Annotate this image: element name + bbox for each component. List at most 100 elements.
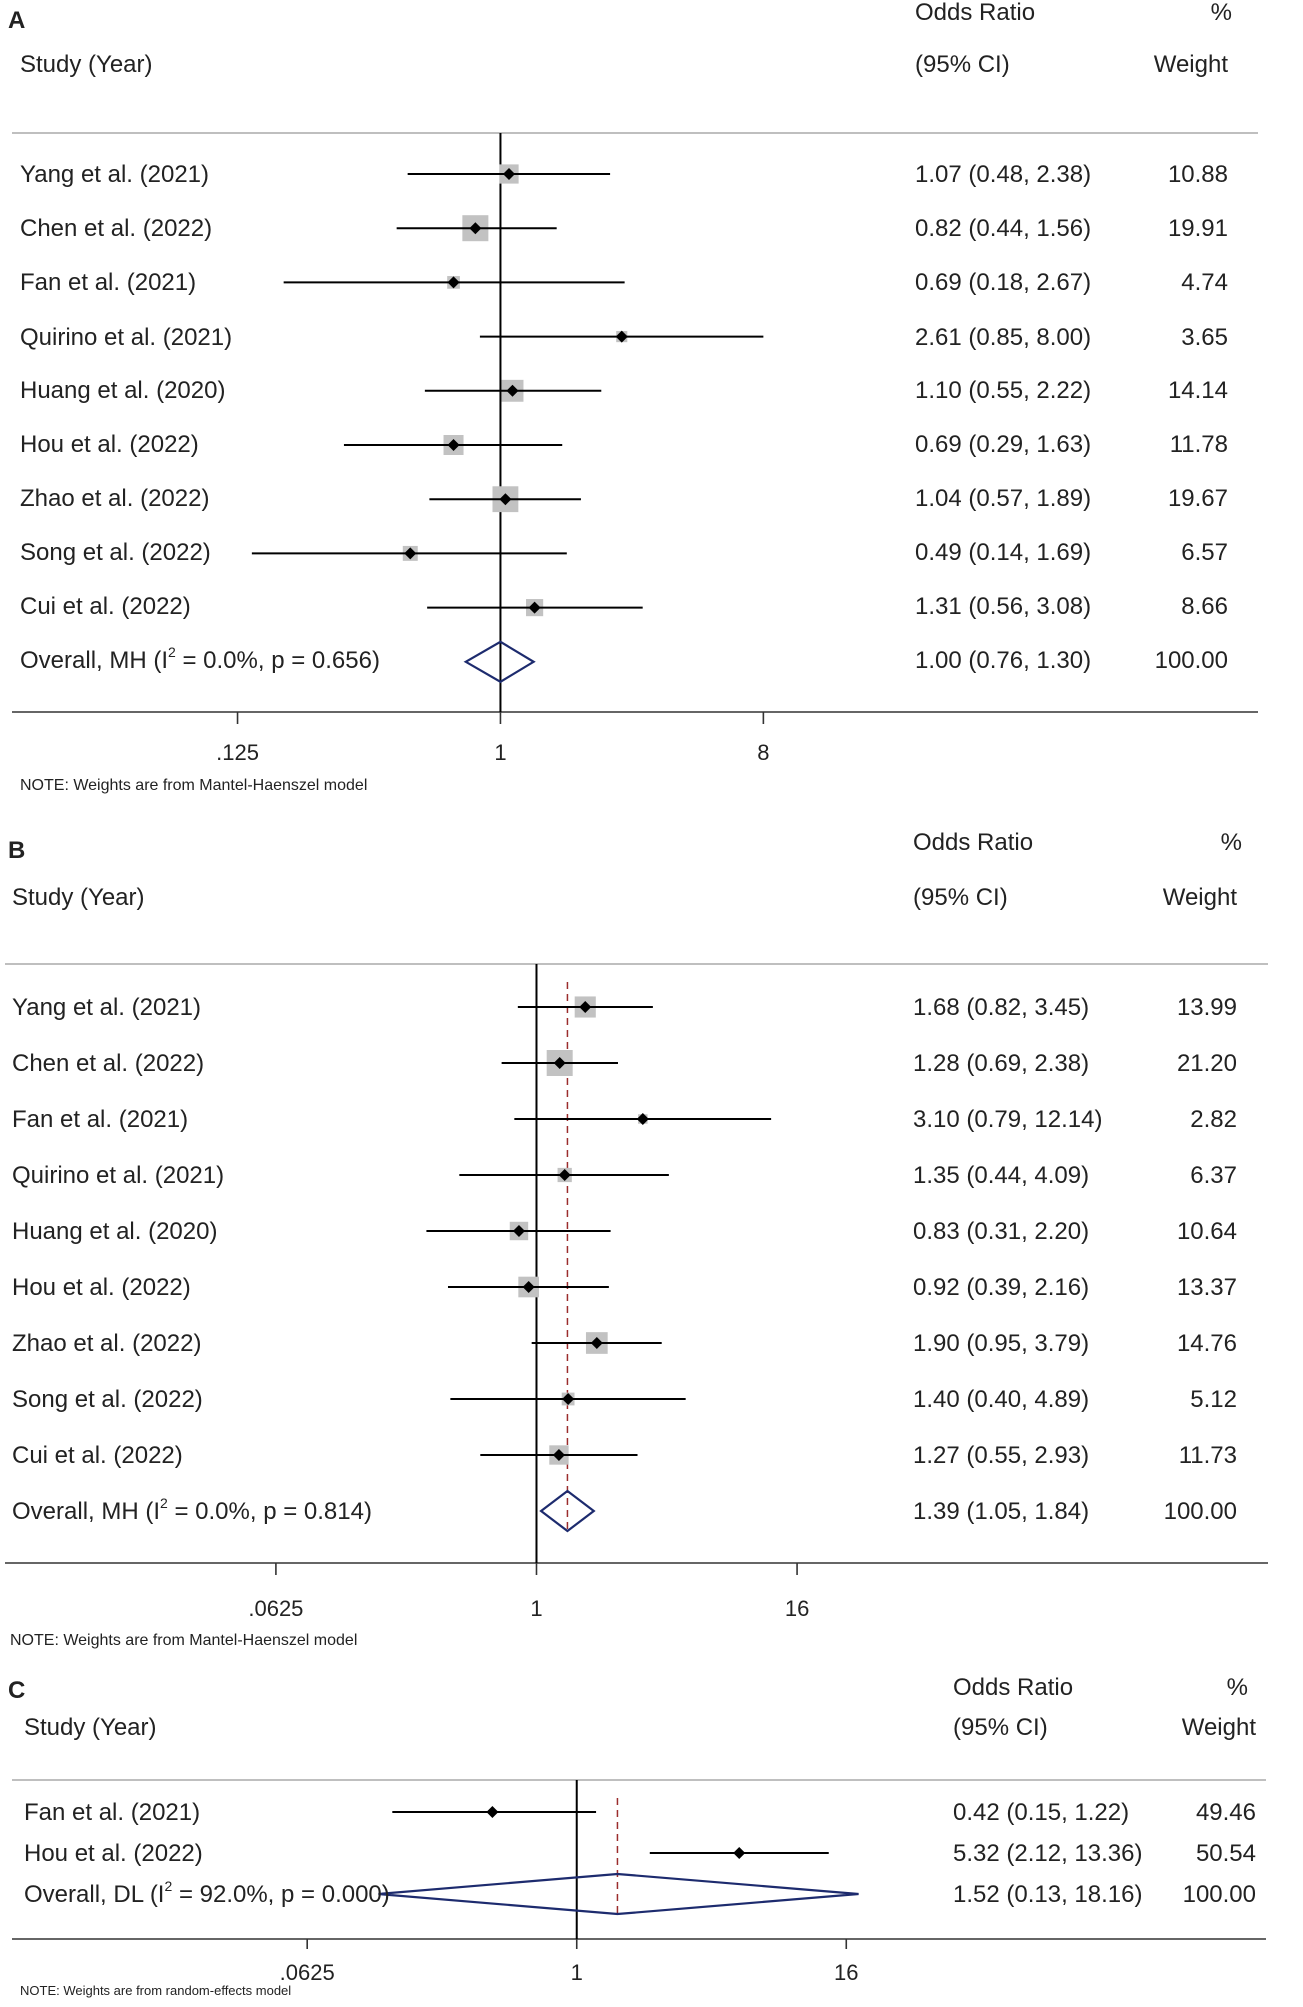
panel-a-ci-value: 1.31 (0.56, 3.08) [915,593,1091,620]
panel-b-study-label: Quirino et al. (2021) [12,1162,224,1189]
panel-b-point-estimate [558,1169,571,1181]
panel-b: B Study (Year) Odds Ratio (95% CI) % Wei… [5,829,1268,1649]
panel-b-ci-value: 1.35 (0.44, 4.09) [913,1162,1089,1189]
panel-b-ci-value: 1.68 (0.82, 3.45) [913,994,1089,1021]
panel-b-weight-value: 21.20 [1177,1050,1237,1077]
panel-a-study-label: Yang et al. (2021) [20,161,209,188]
panel-c-effect-header-1: Odds Ratio [953,1674,1073,1701]
panel-b-letter: B [8,837,25,864]
panel-b-ci-value: 0.83 (0.31, 2.20) [913,1218,1089,1245]
panel-a-effect-header-2: (95% CI) [915,51,1010,78]
panel-a-point-estimate [506,384,519,397]
panel-a-weight-value: 8.66 [1181,593,1228,620]
panel-b-study-label: Zhao et al. (2022) [12,1330,201,1357]
panel-a-weight-value: 3.65 [1181,324,1228,351]
panel-b-weight-value: 13.99 [1177,994,1237,1021]
panel-a-x-tick-label: 1 [494,740,506,765]
panel-c-letter: C [8,1677,25,1704]
panel-a-point-estimate [615,330,628,343]
panel-a-overall-weight-value: 100.00 [1155,647,1228,674]
panel-b-ci-value: 3.10 (0.79, 12.14) [913,1106,1102,1133]
panel-b-point-estimate [553,1057,566,1069]
panel-b-overall-weight-value: 100.00 [1164,1498,1237,1525]
panel-a-study-label: Huang et al. (2020) [20,377,225,404]
panel-b-study-label: Yang et al. (2021) [12,994,201,1021]
panel-a-weight-value: 19.91 [1168,215,1228,242]
panel-b-weight-value: 5.12 [1190,1386,1237,1413]
panel-b-weight-value: 13.37 [1177,1274,1237,1301]
panel-c-study-label: Hou et al. (2022) [24,1840,203,1867]
panel-a-ci-value: 0.69 (0.29, 1.63) [915,431,1091,458]
panel-a-ci-value: 1.07 (0.48, 2.38) [915,161,1091,188]
panel-c-point-estimate [486,1806,499,1818]
panel-b-weight-value: 14.76 [1177,1330,1237,1357]
panel-a-study-label: Quirino et al. (2021) [20,324,232,351]
panel-a-note: NOTE: Weights are from Mantel-Haenszel m… [20,777,367,794]
panel-a-weight-header-1: % [1211,0,1232,26]
panel-b-weight-value: 11.73 [1179,1442,1237,1469]
panel-a-point-estimate [469,222,482,235]
panel-a: A Study (Year) Odds Ratio (95% CI) % Wei… [8,0,1258,794]
panel-a-study-label: Song et al. (2022) [20,539,211,566]
panel-b-ci-value: 1.40 (0.40, 4.89) [913,1386,1089,1413]
panel-b-study-header: Study (Year) [12,884,145,911]
panel-a-study-header: Study (Year) [20,51,153,78]
panel-b-weight-value: 10.64 [1177,1218,1237,1245]
panel-a-point-estimate [404,547,417,560]
panel-a-x-tick-label: 8 [757,740,769,765]
panel-c-x-tick-label: .0625 [280,1960,335,1985]
panel-a-ci-value: 1.10 (0.55, 2.22) [915,377,1091,404]
panel-b-point-estimate [562,1393,575,1405]
panel-c-overall-weight-value: 100.00 [1183,1881,1256,1908]
panel-c-study-label: Fan et al. (2021) [24,1799,200,1826]
panel-a-ci-value: 1.04 (0.57, 1.89) [915,485,1091,512]
panel-a-study-label: Chen et al. (2022) [20,215,212,242]
panel-a-point-estimate [447,276,460,289]
panel-c-weight-header-2: Weight [1182,1714,1257,1741]
panel-b-point-estimate [579,1001,592,1013]
panel-a-effect-header-1: Odds Ratio [915,0,1035,26]
panel-b-x-tick-label: 1 [530,1596,542,1621]
panel-c-x-tick-label: 1 [571,1960,583,1985]
panel-c-x-tick-label: 16 [834,1960,858,1985]
panel-c: C Study (Year) Odds Ratio (95% CI) % Wei… [8,1674,1266,1998]
panel-b-weight-value: 2.82 [1190,1106,1237,1133]
panel-a-study-label: Hou et al. (2022) [20,431,199,458]
panel-b-overall-label: Overall, MH (I2 = 0.0%, p = 0.814) [12,1495,372,1525]
panel-b-ci-value: 0.92 (0.39, 2.16) [913,1274,1089,1301]
panel-a-weight-header-2: Weight [1154,51,1229,78]
panel-a-study-label: Cui et al. (2022) [20,593,191,620]
panel-a-x-tick-label: .125 [216,740,259,765]
panel-a-weight-value: 11.78 [1170,431,1228,458]
panel-b-weight-header-2: Weight [1163,884,1238,911]
panel-a-weight-value: 14.14 [1168,377,1228,404]
panel-c-overall-diamond [378,1872,859,1916]
panel-c-study-header: Study (Year) [24,1714,157,1741]
panel-b-weight-header-1: % [1221,829,1242,856]
panel-b-ci-value: 1.27 (0.55, 2.93) [913,1442,1089,1469]
panel-a-ci-value: 0.49 (0.14, 1.69) [915,539,1091,566]
panel-b-overall-ci-value: 1.39 (1.05, 1.84) [913,1498,1089,1525]
panel-b-study-label: Fan et al. (2021) [12,1106,188,1133]
panel-a-weight-value: 10.88 [1168,161,1228,188]
panel-c-overall-label: Overall, DL (I2 = 92.0%, p = 0.000) [24,1878,390,1908]
panel-b-point-estimate [512,1225,525,1237]
panel-c-weight-value: 49.46 [1196,1799,1256,1826]
panel-b-effect-header-2: (95% CI) [913,884,1008,911]
panel-a-study-label: Zhao et al. (2022) [20,485,209,512]
panel-a-letter: A [8,7,25,34]
panel-a-study-label: Fan et al. (2021) [20,269,196,296]
panel-a-point-estimate [499,493,512,506]
panel-b-x-tick-label: 16 [785,1596,809,1621]
panel-a-ci-value: 0.82 (0.44, 1.56) [915,215,1091,242]
panel-a-weight-value: 19.67 [1168,485,1228,512]
panel-a-ci-value: 2.61 (0.85, 8.00) [915,324,1091,351]
panel-b-x-tick-label: .0625 [248,1596,303,1621]
panel-a-point-estimate [503,168,516,180]
panel-a-weight-value: 6.57 [1181,539,1228,566]
panel-a-overall-diamond [463,640,536,684]
panel-b-study-label: Cui et al. (2022) [12,1442,183,1469]
panel-c-overall-ci-value: 1.52 (0.13, 18.16) [953,1881,1142,1908]
